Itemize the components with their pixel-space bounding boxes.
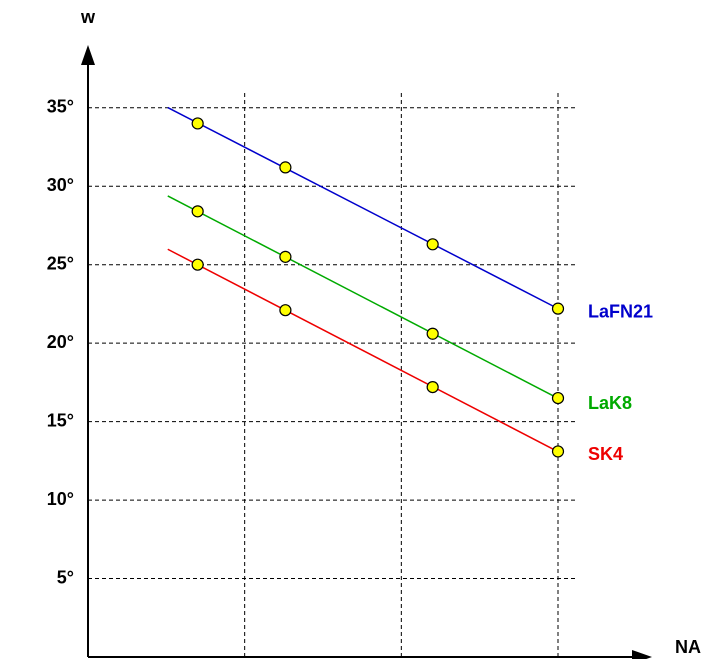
y-tick-label: 30° [47, 175, 74, 195]
series-label: LaK8 [588, 393, 632, 413]
series-label: SK4 [588, 444, 623, 464]
y-tick-label: 20° [47, 332, 74, 352]
y-axis-label: w [80, 7, 96, 27]
y-tick-label: 35° [47, 97, 74, 117]
point [279, 161, 292, 174]
fit-line [167, 106, 559, 310]
point [426, 238, 439, 251]
y-tick-label: 15° [47, 410, 74, 430]
point [426, 327, 439, 340]
x-axis-label: NA [675, 637, 701, 657]
y-tick-label: 25° [47, 253, 74, 273]
point [551, 302, 565, 315]
point [191, 258, 204, 271]
fit-line [167, 195, 559, 399]
series-label: LaFN21 [588, 301, 653, 321]
point [551, 445, 565, 458]
point [279, 304, 292, 317]
x-axis-arrow [632, 650, 652, 664]
y-axis-arrow [81, 45, 95, 65]
point [426, 380, 439, 394]
fit-line [167, 248, 559, 453]
y-tick-label: 5° [57, 567, 74, 587]
point [191, 205, 204, 218]
point [191, 117, 204, 130]
y-tick-label: 10° [47, 489, 74, 509]
point [551, 391, 565, 405]
point [279, 250, 292, 263]
